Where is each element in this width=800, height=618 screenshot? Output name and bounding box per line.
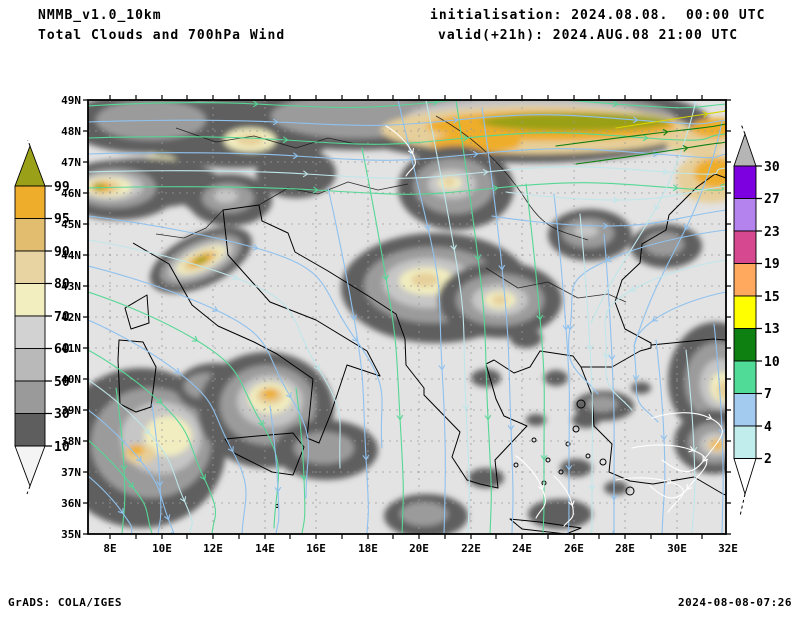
lat-axis: 49N 48N 47N 46N 45N 44N 43N 42N 41N 40N …	[61, 94, 81, 541]
creation-timestamp: 2024-08-08-07:26	[678, 596, 792, 609]
lon-label: 24E	[512, 542, 532, 555]
lon-label: 20E	[409, 542, 429, 555]
wind-seg	[733, 328, 757, 362]
wind-scale-label: 10	[764, 355, 780, 370]
lon-label: 30E	[667, 542, 687, 555]
cloud-seg	[14, 250, 46, 284]
cloud-seg	[14, 283, 46, 317]
cloud-seg	[14, 380, 46, 414]
wind-under-triangle	[733, 458, 757, 496]
cloud-scale-label: 60	[54, 342, 70, 357]
lon-label: 28E	[615, 542, 635, 555]
lat-label: 36N	[61, 497, 81, 510]
axis-ticks	[83, 95, 731, 539]
lon-label: 12E	[203, 542, 223, 555]
lon-label: 14E	[255, 542, 275, 555]
cloud-over-triangle	[14, 144, 46, 187]
wind-scale-label: 23	[764, 225, 780, 240]
wind-over-triangle	[733, 132, 757, 167]
lat-label: 44N	[61, 249, 81, 262]
lat-label: 46N	[61, 187, 81, 200]
cloud-scale-label: 70	[54, 310, 70, 325]
lat-label: 48N	[61, 125, 81, 138]
lon-label: 10E	[152, 542, 172, 555]
lon-label: 22E	[461, 542, 481, 555]
lat-label: 39N	[61, 404, 81, 417]
valid-time-label: valid(+21h): 2024.AUG.08 21:00 UTC	[438, 28, 739, 43]
wind-scale-label: 7	[764, 387, 772, 402]
cloud-scale-label: 95	[54, 212, 70, 227]
model-title: NMMB_v1.0_10km	[38, 8, 162, 23]
lat-label: 41N	[61, 342, 81, 355]
wind-scale-label: 4	[764, 420, 772, 435]
cloud-seg	[14, 413, 46, 447]
grads-credit: GrADS: COLA/IGES	[8, 596, 122, 609]
lat-label: 49N	[61, 94, 81, 107]
lon-label: 26E	[564, 542, 584, 555]
cloud-scale-label: 99	[54, 180, 70, 195]
lon-axis: 8E 10E 12E 14E 16E 18E 20E 22E 24E 26E 2…	[103, 542, 738, 555]
lon-label: 16E	[306, 542, 326, 555]
cloud-seg	[14, 315, 46, 349]
wind-scale-label: 30	[764, 160, 780, 175]
wind-seg	[733, 393, 757, 427]
wind-seg	[733, 165, 757, 199]
wind-scale-label: 2	[764, 452, 772, 467]
lon-label: 32E	[718, 542, 738, 555]
wind-scale-label: 27	[764, 192, 780, 207]
lat-label: 35N	[61, 528, 81, 541]
wind-seg	[733, 360, 757, 394]
product-title: Total Clouds and 700hPa Wind	[38, 28, 286, 43]
wind-seg	[733, 425, 757, 459]
cloud-seg	[14, 218, 46, 252]
lat-label: 40N	[61, 373, 81, 386]
cloud-under-triangle	[14, 445, 46, 488]
init-time-label: initialisation: 2024.08.08. 00:00 UTC	[430, 8, 766, 23]
wind-colorbar: 30 27 23 19 15 13 10 7 4 2	[733, 124, 780, 517]
map-canvas: 49N 48N 47N 46N 45N 44N 43N 42N 41N 40N …	[61, 94, 738, 555]
lat-label: 43N	[61, 280, 81, 293]
cloud-seg	[14, 348, 46, 382]
lat-label: 38N	[61, 435, 81, 448]
wind-scale-label: 13	[764, 322, 780, 337]
lat-label: 45N	[61, 218, 81, 231]
lon-label: 8E	[103, 542, 116, 555]
cloud-scale-label: 10	[54, 440, 70, 455]
wind-seg	[733, 295, 757, 329]
cloud-seg	[14, 185, 46, 219]
wind-seg	[733, 198, 757, 232]
cloud-scale-label: 50	[54, 375, 70, 390]
wind-scale-label: 19	[764, 257, 780, 272]
cloud-scale-label: 90	[54, 245, 70, 260]
cloud-colorbar: 99 95 90 80 70 60 50 30 10	[14, 140, 70, 495]
lat-label: 42N	[61, 311, 81, 324]
lon-label: 18E	[358, 542, 378, 555]
wind-seg	[733, 230, 757, 264]
lat-label: 47N	[61, 156, 81, 169]
cloud-scale-label: 30	[54, 407, 70, 422]
wind-seg	[733, 263, 757, 297]
lat-label: 37N	[61, 466, 81, 479]
cloud-scale-label: 80	[54, 277, 70, 292]
wind-scale-label: 15	[764, 290, 780, 305]
